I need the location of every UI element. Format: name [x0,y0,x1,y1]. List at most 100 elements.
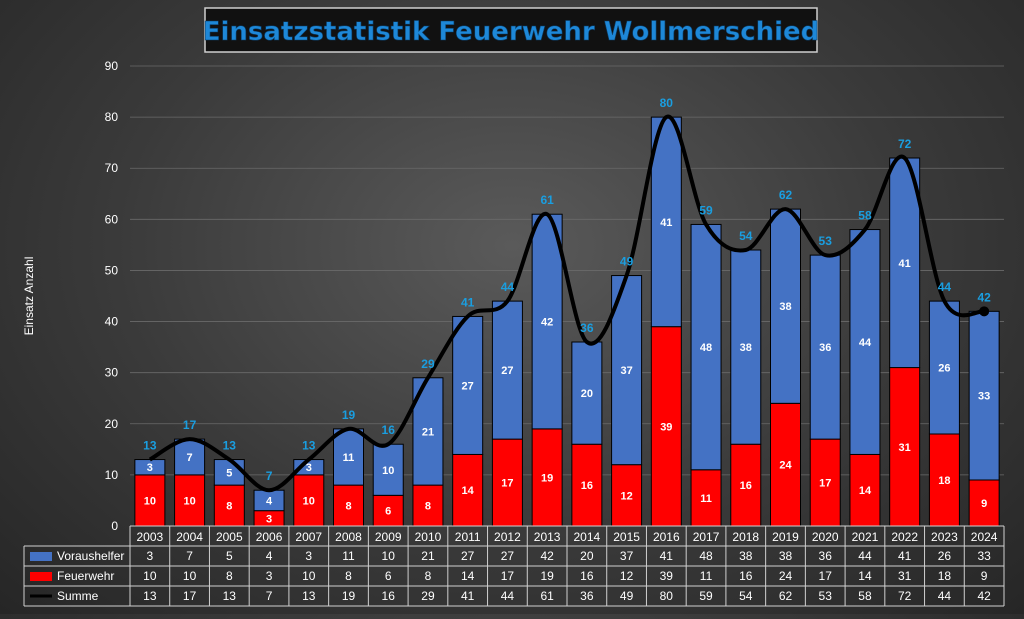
x-tick-label: 2009 [375,530,402,544]
label-feuerwehr: 3 [266,513,272,525]
label-voraushelfer: 48 [700,342,712,354]
label-feuerwehr: 24 [779,460,792,472]
bar-voraushelfer [491,300,523,440]
legend-swatch [30,552,52,561]
bar-feuerwehr [730,443,762,527]
y-tick-label: 50 [105,263,119,277]
x-tick-label: 2023 [931,530,958,544]
label-voraushelfer: 26 [938,363,950,375]
label-voraushelfer: 38 [779,301,791,313]
table-cell: 14 [461,569,475,583]
bar-feuerwehr [213,484,245,527]
table-cell: 42 [977,589,991,603]
table-cell: 18 [938,569,952,583]
table-cell: 8 [425,569,432,583]
label-voraushelfer: 41 [660,217,672,229]
table-cell: 59 [699,589,713,603]
table-cell: 21 [421,549,435,563]
table-cell: 41 [660,549,674,563]
table-cell: 41 [461,589,475,603]
x-tick-label: 2013 [534,530,561,544]
label-feuerwehr: 14 [462,485,475,497]
label-summe: 29 [421,357,435,371]
x-tick-label: 2006 [256,530,283,544]
y-tick-label: 80 [105,110,119,124]
x-tick-label: 2004 [176,530,203,544]
label-voraushelfer: 20 [581,388,593,400]
label-summe: 42 [977,290,991,304]
label-summe: 72 [898,137,912,151]
table-cell: 19 [342,589,356,603]
label-voraushelfer: 5 [226,467,232,479]
bar-feuerwehr [770,402,801,527]
table-cell: 36 [580,589,594,603]
label-feuerwehr: 14 [859,485,872,497]
summe-line-marker [979,306,990,317]
legend-label: Voraushelfer [57,549,124,563]
label-feuerwehr: 16 [581,480,593,492]
x-tick-label: 2014 [574,530,601,544]
label-feuerwehr: 8 [425,501,431,513]
table-cell: 19 [540,569,554,583]
table-cell: 58 [858,589,872,603]
bar-voraushelfer [770,208,801,404]
y-tick-label: 0 [111,519,118,533]
summe-line-path [148,115,985,493]
bar-voraushelfer [531,213,563,430]
table-cell: 80 [660,589,674,603]
chart-title-box: Einsatzstatistik Feuerwehr Wollmerschied [202,7,820,53]
label-voraushelfer: 10 [382,465,394,477]
label-feuerwehr: 18 [938,475,950,487]
label-voraushelfer: 27 [501,365,513,377]
label-voraushelfer: 21 [422,426,434,438]
table-cell: 38 [779,549,793,563]
table-cell: 10 [302,569,316,583]
label-voraushelfer: 33 [978,391,990,403]
chart-title: Einsatzstatistik Feuerwehr Wollmerschied [203,17,820,47]
bar-feuerwehr [531,428,563,527]
bar-voraushelfer [452,315,484,455]
y-tick-label: 70 [105,161,119,175]
bar-voraushelfer [333,428,364,486]
table-cell: 33 [977,549,991,563]
legend-swatch [30,572,52,581]
label-feuerwehr: 6 [385,506,391,518]
label-summe: 44 [938,280,952,294]
label-summe: 58 [858,209,872,223]
label-summe: 16 [382,423,396,437]
label-feuerwehr: 17 [819,478,831,490]
label-voraushelfer: 37 [620,365,632,377]
table-cell: 48 [699,549,713,563]
table-cell: 31 [898,569,912,583]
label-summe: 49 [620,255,634,269]
summe-line [148,115,990,493]
x-tick-label: 2017 [693,530,720,544]
table-cell: 44 [858,549,872,563]
label-feuerwehr: 12 [620,490,632,502]
table-cell: 24 [779,569,793,583]
bar-voraushelfer [928,300,960,435]
bar-voraushelfer [372,443,404,496]
label-voraushelfer: 3 [147,462,153,474]
table-cell: 61 [540,589,554,603]
x-tick-label: 2011 [455,530,481,544]
label-summe: 41 [461,295,475,309]
y-tick-label: 60 [105,212,119,226]
table-cell: 13 [143,589,157,603]
bar-feuerwehr [690,469,722,527]
label-voraushelfer: 7 [187,452,193,464]
label-summe: 13 [143,439,157,453]
x-tick-label: 2019 [772,530,799,544]
label-voraushelfer: 36 [819,342,831,354]
table-cell: 41 [898,549,912,563]
table-cell: 12 [620,569,634,583]
table-cell: 42 [540,549,554,563]
table-cell: 6 [385,569,392,583]
bar-voraushelfer [968,310,1000,481]
bar-feuerwehr [650,326,682,527]
label-feuerwehr: 19 [541,472,553,484]
table-cell: 27 [461,549,475,563]
label-summe: 62 [779,188,793,202]
table-cell: 36 [819,549,833,563]
